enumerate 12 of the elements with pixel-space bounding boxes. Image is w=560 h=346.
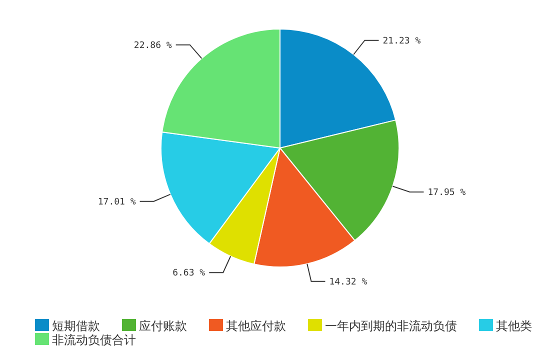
data-label: 17.01 % — [98, 197, 136, 208]
legend-label: 短期借款 — [52, 319, 100, 333]
legend-label: 其他应付款 — [226, 319, 286, 333]
data-label: 17.95 % — [428, 188, 466, 198]
legend-label: 其他类 — [496, 319, 532, 333]
data-label: 22.86 % — [134, 40, 172, 51]
data-label: 14.32 % — [329, 277, 368, 288]
legend-label: 应付账款 — [139, 319, 187, 333]
data-label: 6.63 % — [172, 268, 206, 279]
legend-label: 一年内到期的非流动负债 — [325, 319, 457, 333]
data-label: 21.23 % — [382, 36, 422, 46]
legend-label: 非流动负债合计 — [52, 333, 136, 346]
